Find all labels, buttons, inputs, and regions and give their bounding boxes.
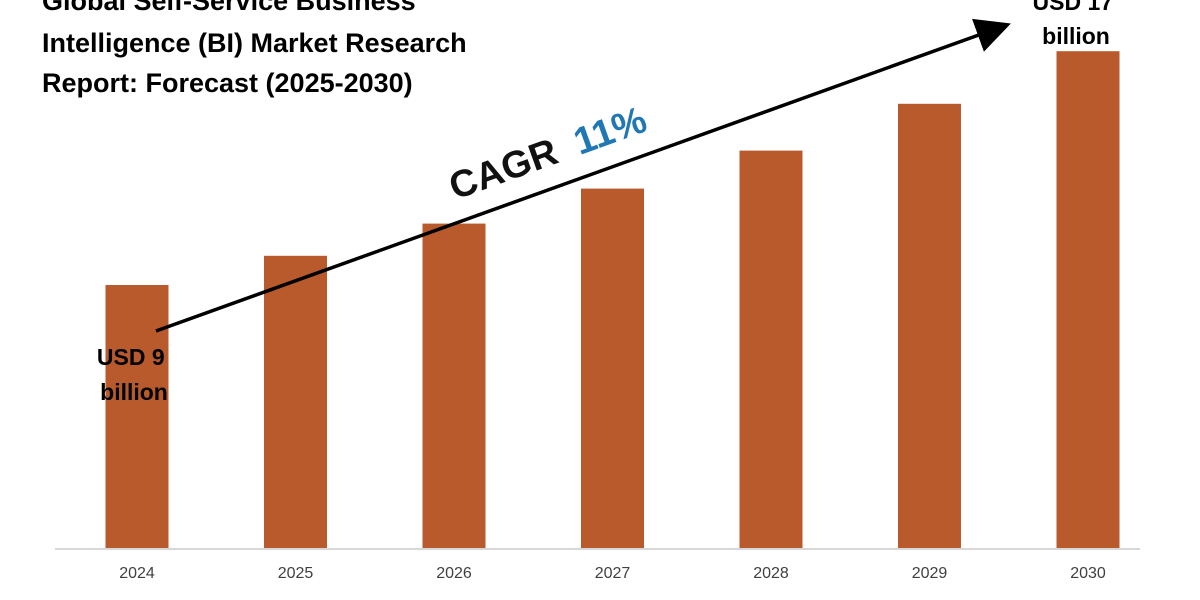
x-tick-label-2028: 2028 (753, 565, 789, 582)
x-tick-label-2025: 2025 (278, 565, 314, 582)
bar-2030 (1056, 51, 1120, 548)
bar-2029 (898, 103, 961, 549)
chart-title: Global Self-Service Business Intelligenc… (42, 0, 474, 98)
growth-arrow (155, 18, 1011, 333)
x-tick-label-2024: 2024 (119, 565, 155, 582)
cagr-prefix: CAGR (444, 131, 564, 208)
chart-title-line-1: Global Self-Service Business (42, 0, 416, 16)
bar-2025 (264, 255, 327, 549)
bar-2028 (739, 150, 803, 548)
value-label-last: USD 17 billion (1033, 0, 1120, 49)
cagr-value: 11% (568, 99, 652, 164)
bar-2024 (105, 285, 169, 548)
x-tick-label-2030: 2030 (1070, 565, 1106, 582)
bars-group (105, 51, 1120, 549)
chart-title-line-2: Intelligence (BI) Market Research (42, 28, 467, 58)
x-tick-label-2027: 2027 (595, 565, 631, 582)
x-tick-label-2029: 2029 (912, 565, 948, 582)
bar-2027 (581, 188, 644, 548)
value-label-last-line-2: billion (1042, 23, 1110, 49)
value-label-first-line-1: USD 9 (97, 344, 165, 370)
chart-title-line-3: Report: Forecast (2025-2030) (42, 68, 413, 98)
x-tick-label-2026: 2026 (436, 565, 472, 582)
value-label-last-line-1: USD 17 (1033, 0, 1114, 15)
value-label-first: USD 9 billion (97, 344, 171, 405)
bar-2026 (422, 223, 486, 548)
x-tick-labels: 2024 2025 2026 2027 2028 2029 2030 (119, 565, 1106, 582)
value-label-first-line-2: billion (100, 379, 168, 405)
